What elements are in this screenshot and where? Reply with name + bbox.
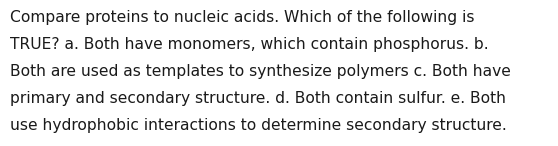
Text: use hydrophobic interactions to determine secondary structure.: use hydrophobic interactions to determin…	[10, 118, 507, 133]
Text: Compare proteins to nucleic acids. Which of the following is: Compare proteins to nucleic acids. Which…	[10, 10, 474, 25]
Text: primary and secondary structure. d. Both contain sulfur. e. Both: primary and secondary structure. d. Both…	[10, 91, 506, 106]
Text: TRUE? a. Both have monomers, which contain phosphorus. b.: TRUE? a. Both have monomers, which conta…	[10, 37, 489, 52]
Text: Both are used as templates to synthesize polymers c. Both have: Both are used as templates to synthesize…	[10, 64, 511, 79]
